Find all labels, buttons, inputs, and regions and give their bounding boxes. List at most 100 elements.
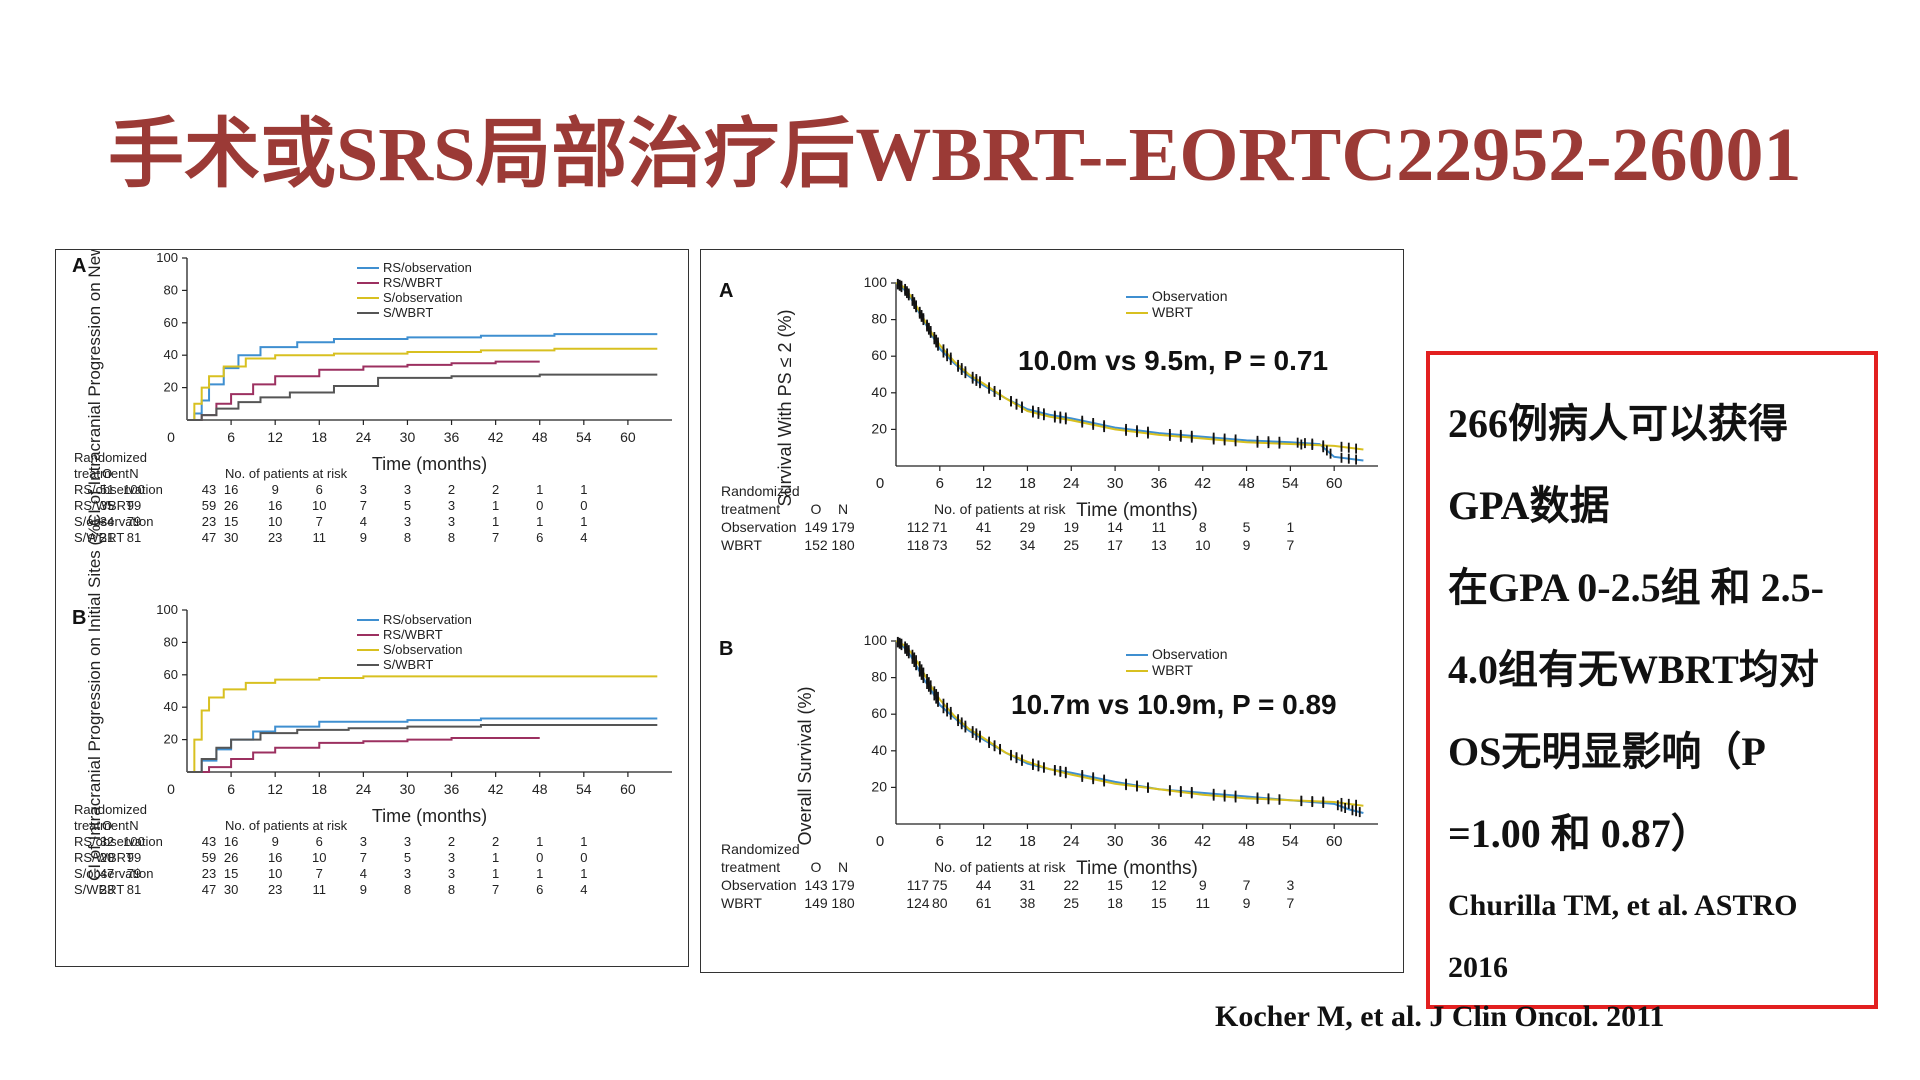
risk-table-header: N [838,859,848,875]
risk-table-header: treatment [74,818,129,833]
risk-cell: 9 [1243,895,1251,911]
x-tick-label: 48 [1238,833,1255,850]
risk-cell: 47 [202,530,216,545]
risk-cell: 38 [1020,895,1036,911]
y-tick-label: 100 [156,250,178,265]
legend-label: RS/WBRT [383,275,443,290]
risk-cell: 2 [492,482,499,497]
x-tick-label: 12 [975,833,992,850]
x-tick-label: 6 [936,475,944,492]
risk-cell: 16 [268,498,282,513]
x-tick-label: 54 [576,781,592,797]
legend-label: Observation [1152,288,1227,304]
risk-row-n: 180 [831,537,855,553]
risk-table-header: O [102,818,112,833]
risk-cell: 22 [1063,877,1079,893]
risk-cell: 2 [448,482,455,497]
risk-cell: 15 [1107,877,1123,893]
risk-row-label: S/WBRT [74,882,124,897]
risk-row-label: RS/WBRT [74,498,134,513]
y-axis-label: CI of Intracranial Progression on New Si… [85,250,104,526]
x-tick-label: 36 [1151,475,1168,492]
x-tick-label: 0 [167,429,175,445]
x-tick-label: 54 [1282,833,1299,850]
legend-label: WBRT [1152,304,1193,320]
risk-table-header: treatment [721,501,780,517]
x-tick-label: 12 [267,429,283,445]
y-tick-label: 100 [864,274,888,290]
x-tick-label: 18 [311,429,327,445]
risk-row-n: 100 [123,834,145,849]
risk-cell: 25 [1063,537,1079,553]
x-tick-label: 60 [620,781,636,797]
risk-row-label: RS/observation [74,482,163,497]
risk-cell: 1 [492,850,499,865]
risk-cell: 117 [907,877,930,893]
series-line [187,360,540,421]
risk-table-header: No. of patients at risk [934,501,1067,517]
gpa-line: GPA数据 [1448,483,1610,528]
risk-cell: 0 [536,498,543,513]
x-axis-label: Time (months) [372,454,487,474]
x-tick-label: 12 [975,475,992,492]
risk-cell: 112 [907,519,930,535]
risk-cell: 1 [492,498,499,513]
risk-cell: 0 [580,498,587,513]
risk-cell: 80 [932,895,948,911]
risk-cell: 1 [536,834,543,849]
risk-cell: 1 [1286,519,1294,535]
risk-row-n: 179 [831,519,855,535]
risk-cell: 7 [1243,877,1251,893]
series-line [187,347,658,421]
risk-cell: 1 [580,866,587,881]
risk-row-n: 100 [123,482,145,497]
x-tick-label: 6 [227,781,235,797]
y-tick-label: 80 [871,311,887,327]
series-line [187,736,540,773]
right-figure-panel: A 20 40 60 80 100 0 6 12 18 24 30 36 42 48 54 60 Time (mo… [700,249,1404,973]
risk-row-n: 180 [831,895,855,911]
panel-letter: B [72,607,86,629]
risk-row-label: WBRT [721,537,762,553]
risk-row-n: 81 [127,882,141,897]
gpa-reference: Churilla TM, et al. ASTRO [1448,889,1798,922]
chart-annotation: 10.7m vs 10.9m, P = 0.89 [1011,689,1337,720]
x-tick-label: 0 [876,833,884,850]
panel-letter: A [719,280,733,302]
x-tick-label: 24 [356,429,372,445]
x-tick-label: 36 [1151,833,1168,850]
risk-cell: 29 [1020,519,1036,535]
risk-cell: 4 [580,882,587,897]
legend-label: S/observation [383,290,463,305]
risk-row-label: Observation [721,519,796,535]
risk-cell: 7 [492,530,499,545]
risk-cell: 9 [1243,537,1251,553]
risk-table-header: O [102,466,112,481]
x-tick-label: 30 [400,429,416,445]
panel-letter: B [719,638,733,660]
x-tick-label: 18 [1019,833,1036,850]
legend-label: Observation [1152,646,1227,662]
x-tick-label: 60 [1326,475,1343,492]
risk-table-header: No. of patients at risk [225,466,348,481]
x-axis-label: Time (months) [372,806,487,826]
risk-table-header: Randomized [721,483,800,499]
risk-cell: 61 [976,895,992,911]
risk-cell: 8 [404,530,411,545]
risk-cell: 44 [976,877,992,893]
y-tick-label: 60 [164,315,178,330]
gpa-line: =1.00 和 0.87） [1448,811,1711,856]
risk-table-header: O [811,859,822,875]
risk-cell: 59 [202,498,216,513]
risk-cell: 7 [316,866,323,881]
risk-cell: 0 [580,850,587,865]
risk-cell: 6 [536,882,543,897]
gpa-summary-box: 266例病人可以获得 GPA数据 在GPA 0-2.5组 和 2.5- 4.0组… [1426,351,1878,1009]
x-tick-label: 30 [400,781,416,797]
risk-cell: 23 [268,882,282,897]
y-tick-label: 40 [164,699,178,714]
risk-table-header: N [838,501,848,517]
risk-table-header: O [811,501,822,517]
